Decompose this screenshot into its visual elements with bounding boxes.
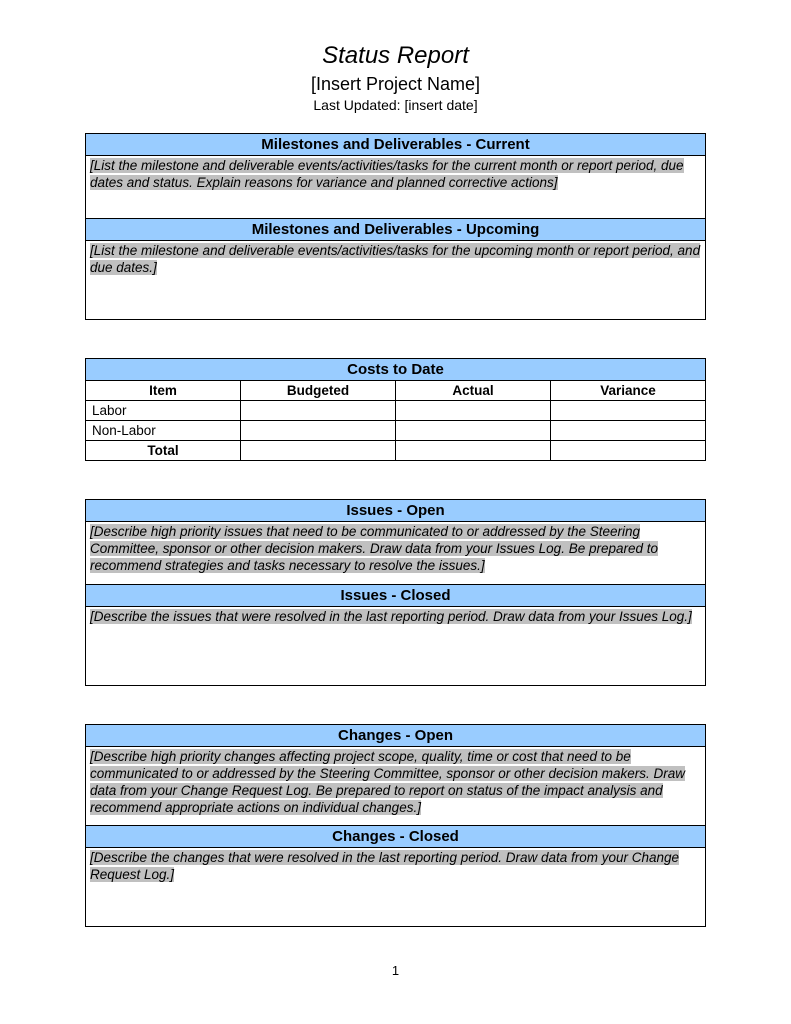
costs-cell [551, 441, 706, 461]
table-row-total: Total [86, 441, 706, 461]
changes-group: Changes - Open [Describe high priority c… [85, 724, 706, 927]
costs-cell [396, 401, 551, 421]
changes-closed-instruction: [Describe the changes that were resolved… [90, 850, 679, 882]
costs-col-item: Item [86, 381, 241, 401]
table-row: Labor [86, 401, 706, 421]
issues-closed-instruction: [Describe the issues that were resolved … [90, 609, 692, 624]
milestones-upcoming-block: Milestones and Deliverables - Upcoming [… [85, 219, 706, 320]
milestones-current-title: Milestones and Deliverables - Current [86, 134, 705, 156]
milestones-group: Milestones and Deliverables - Current [L… [85, 133, 706, 320]
status-report-page: Status Report [Insert Project Name] Last… [0, 0, 791, 998]
changes-open-title: Changes - Open [86, 725, 705, 747]
costs-col-variance: Variance [551, 381, 706, 401]
milestones-current-instruction: [List the milestone and deliverable even… [90, 158, 684, 190]
issues-open-block: Issues - Open [Describe high priority is… [85, 499, 706, 585]
issues-group: Issues - Open [Describe high priority is… [85, 499, 706, 686]
costs-total-label: Total [86, 441, 241, 461]
changes-open-block: Changes - Open [Describe high priority c… [85, 724, 706, 826]
costs-cell [396, 441, 551, 461]
milestones-upcoming-body: [List the milestone and deliverable even… [86, 241, 705, 319]
costs-cell [241, 401, 396, 421]
changes-closed-block: Changes - Closed [Describe the changes t… [85, 826, 706, 927]
costs-cell [396, 421, 551, 441]
issues-open-title: Issues - Open [86, 500, 705, 522]
changes-closed-body: [Describe the changes that were resolved… [86, 848, 705, 926]
milestones-upcoming-instruction: [List the milestone and deliverable even… [90, 243, 700, 275]
costs-cell [551, 421, 706, 441]
costs-title: Costs to Date [86, 359, 706, 381]
page-number: 1 [85, 963, 706, 978]
report-title: Status Report [85, 42, 706, 70]
milestones-current-body: [List the milestone and deliverable even… [86, 156, 705, 218]
issues-closed-title: Issues - Closed [86, 585, 705, 607]
costs-col-actual: Actual [396, 381, 551, 401]
issues-closed-body: [Describe the issues that were resolved … [86, 607, 705, 685]
milestones-current-block: Milestones and Deliverables - Current [L… [85, 133, 706, 219]
costs-group: Costs to Date Item Budgeted Actual Varia… [85, 358, 706, 461]
issues-closed-block: Issues - Closed [Describe the issues tha… [85, 585, 706, 686]
costs-cell [551, 401, 706, 421]
costs-header-row: Item Budgeted Actual Variance [86, 381, 706, 401]
project-name: [Insert Project Name] [85, 74, 706, 95]
changes-open-instruction: [Describe high priority changes affectin… [90, 749, 685, 815]
costs-row-label: Non-Labor [86, 421, 241, 441]
table-row: Non-Labor [86, 421, 706, 441]
costs-row-label: Labor [86, 401, 241, 421]
last-updated: Last Updated: [insert date] [85, 97, 706, 113]
issues-open-instruction: [Describe high priority issues that need… [90, 524, 658, 573]
costs-table: Costs to Date Item Budgeted Actual Varia… [85, 358, 706, 461]
changes-closed-title: Changes - Closed [86, 826, 705, 848]
costs-cell [241, 441, 396, 461]
report-header: Status Report [Insert Project Name] Last… [85, 42, 706, 113]
costs-cell [241, 421, 396, 441]
changes-open-body: [Describe high priority changes affectin… [86, 747, 705, 825]
issues-open-body: [Describe high priority issues that need… [86, 522, 705, 584]
costs-col-budgeted: Budgeted [241, 381, 396, 401]
milestones-upcoming-title: Milestones and Deliverables - Upcoming [86, 219, 705, 241]
